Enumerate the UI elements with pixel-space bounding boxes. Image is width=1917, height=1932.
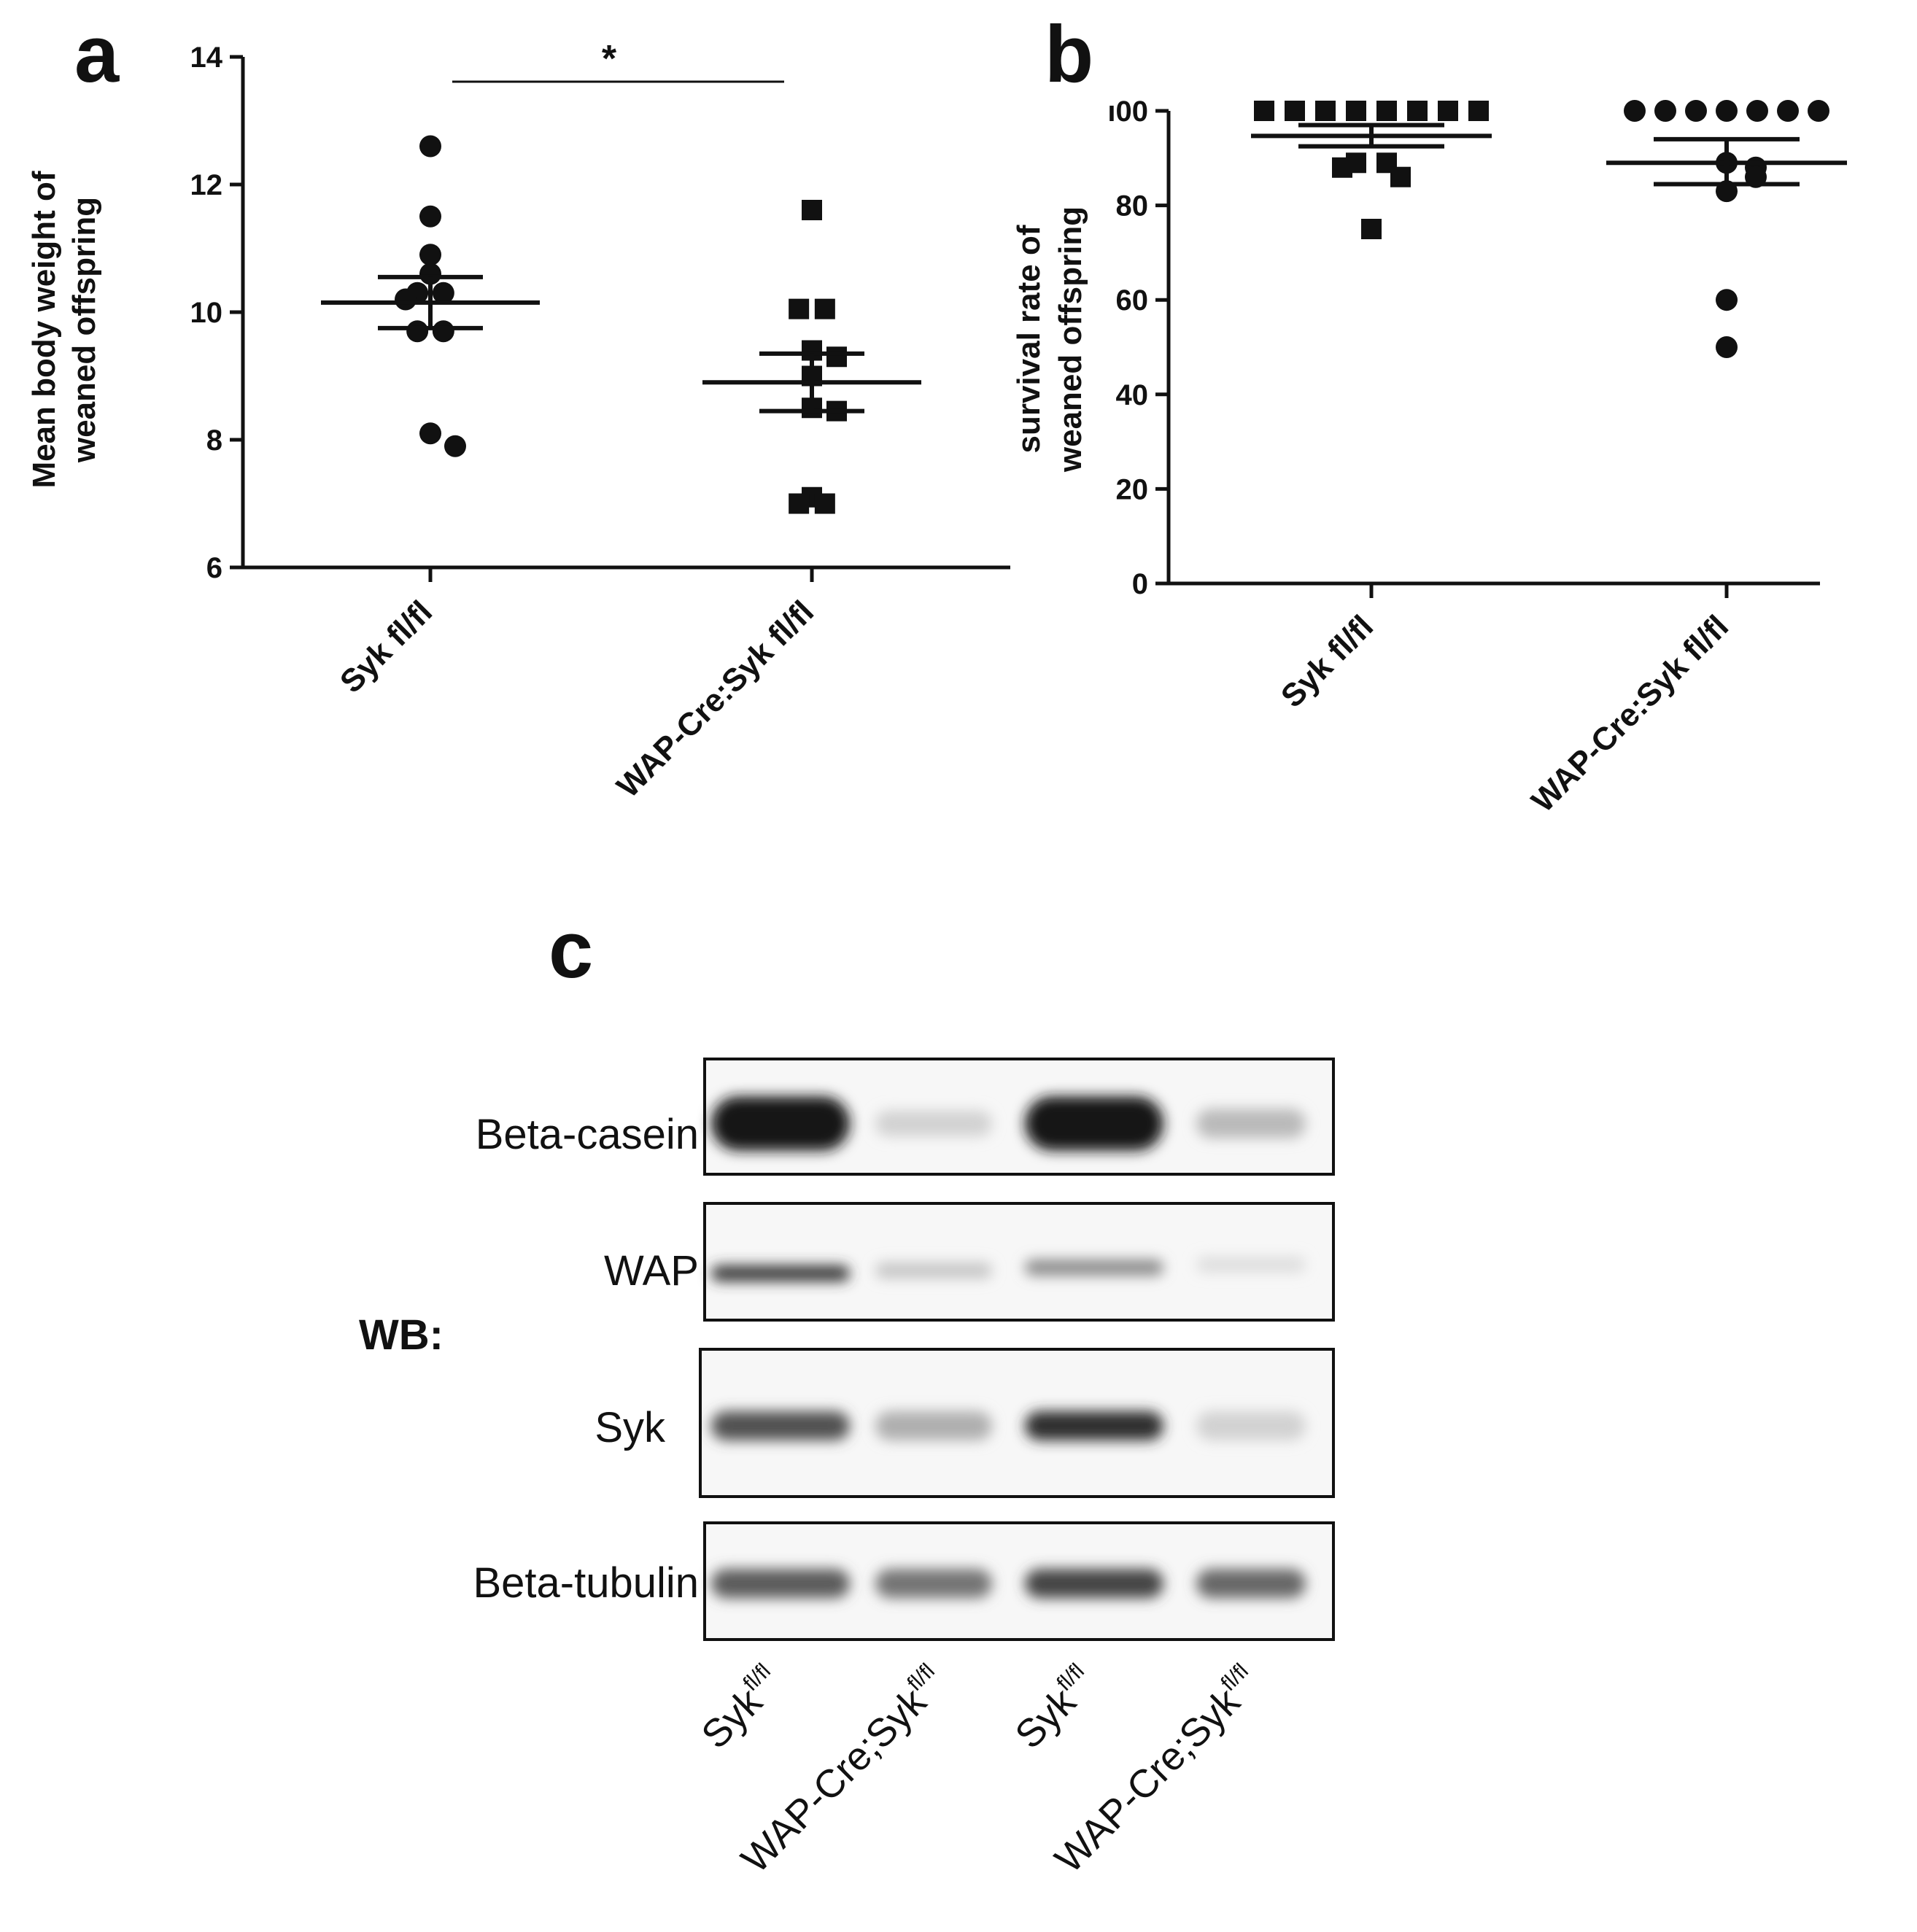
data-point-circle — [432, 282, 454, 304]
data-point-circle — [419, 422, 441, 445]
panel-a-letter: a — [74, 9, 120, 99]
data-point-circle — [419, 244, 441, 266]
lane-label: WAP-Cre;Sykfl/fl — [1045, 1659, 1268, 1882]
data-point-square — [1285, 101, 1305, 121]
chart-a-ylabel-line2: weaned offspring — [66, 197, 102, 463]
significance-asterisk: * — [602, 38, 617, 80]
data-point-square — [1315, 101, 1336, 121]
lane-label: WAP-Cre;Sykfl/fl — [732, 1659, 954, 1882]
data-point-circle — [1624, 100, 1646, 122]
y-tick-label: 0 — [1132, 568, 1148, 600]
y-tick-label: 20 — [1116, 473, 1149, 505]
data-point-square — [1390, 166, 1411, 187]
chart-b: survival rate of weaned offspring Syk fl… — [1011, 96, 1847, 819]
data-point-square — [802, 200, 822, 220]
chart-b-ylabel-line2: weaned offspring — [1053, 206, 1088, 473]
data-point-square — [1407, 101, 1428, 121]
wb-label: WB: — [359, 1311, 444, 1359]
data-point-square — [1468, 101, 1489, 121]
blot-strip-border — [703, 1521, 1335, 1641]
data-point-square — [1376, 101, 1397, 121]
data-point-square — [1346, 101, 1366, 121]
data-point-square — [789, 298, 810, 319]
data-point-circle — [1716, 289, 1738, 311]
blot-band — [1196, 1257, 1306, 1273]
western-blot: WB: Beta-casein WAP Syk Beta-tubulin Syk… — [359, 1058, 1335, 1882]
data-point-square — [1438, 101, 1458, 121]
chart-a-category-label: Syk fl/fl — [333, 594, 439, 699]
chart-b-ylabel-line1: survival rate of — [1011, 225, 1047, 453]
data-point-square — [814, 493, 835, 514]
data-point-circle — [1808, 100, 1829, 122]
y-tick-label: 10 — [190, 297, 223, 329]
chart-b-category-label: Syk fl/fl — [1274, 608, 1380, 714]
chart-a: Mean body weight of weaned offspring Syk… — [26, 38, 1010, 804]
blot-band — [711, 1411, 850, 1441]
lane-label: Sykfl/fl — [692, 1659, 791, 1758]
y-tick-label: 40 — [1116, 379, 1149, 411]
data-point-circle — [1777, 100, 1799, 122]
data-point-square — [1332, 157, 1352, 178]
blot-band — [1025, 1411, 1163, 1441]
y-tick-label: 80 — [1116, 190, 1149, 222]
blot-band — [875, 1411, 992, 1441]
blot-row-label: Syk — [595, 1404, 666, 1451]
blot-band — [1025, 1569, 1163, 1599]
blot-band — [875, 1569, 992, 1599]
blot-band — [711, 1096, 850, 1151]
data-point-circle — [419, 135, 441, 158]
panel-c-letter: c — [549, 905, 593, 995]
blot-row-label: WAP — [604, 1247, 699, 1295]
blot-strip-border — [699, 1348, 1335, 1498]
data-point-circle — [444, 435, 466, 457]
y-tick-label: 12 — [190, 169, 223, 201]
data-point-circle — [1716, 336, 1738, 358]
blot-band — [1025, 1260, 1163, 1276]
blot-band — [875, 1110, 992, 1137]
data-point-circle — [395, 288, 417, 311]
data-point-circle — [1654, 100, 1676, 122]
chart-a-ylabel-line1: Mean body weight of — [26, 171, 62, 488]
data-point-circle — [432, 320, 454, 343]
data-point-square — [789, 493, 810, 514]
y-tick-label: 60 — [1116, 284, 1149, 317]
data-point-square — [1254, 101, 1274, 121]
blot-band — [1196, 1411, 1306, 1441]
data-point-circle — [1716, 100, 1738, 122]
data-point-circle — [419, 263, 441, 285]
data-point-circle — [1746, 100, 1768, 122]
blot-strip-border — [703, 1058, 1335, 1176]
blot-strip-border — [703, 1202, 1335, 1322]
blot-band — [711, 1265, 850, 1281]
y-tick-label: 14 — [190, 42, 223, 74]
panel-b-letter: b — [1045, 9, 1093, 99]
data-point-circle — [406, 320, 429, 343]
blot-band — [875, 1262, 992, 1279]
data-point-square — [814, 298, 835, 319]
chart-a-category-label: WAP-Cre:Syk fl/fl — [610, 594, 821, 804]
blot-band — [1025, 1096, 1163, 1151]
blot-band — [1196, 1569, 1306, 1599]
blot-band — [711, 1569, 850, 1599]
y-tick-label: ı00 — [1107, 96, 1148, 128]
blot-row-label: Beta-tubulin — [473, 1559, 699, 1607]
data-point-circle — [419, 205, 441, 228]
y-tick-label: 6 — [206, 552, 222, 584]
y-tick-label: 8 — [206, 424, 222, 457]
blot-row-label: Beta-casein — [476, 1111, 699, 1158]
lane-label: Sykfl/fl — [1006, 1659, 1104, 1758]
data-point-square — [826, 346, 847, 368]
blot-band — [1196, 1109, 1306, 1138]
chart-b-category-label: WAP-Cre:Syk fl/fl — [1525, 608, 1735, 819]
data-point-circle — [1685, 100, 1707, 122]
data-point-square — [1361, 219, 1382, 239]
